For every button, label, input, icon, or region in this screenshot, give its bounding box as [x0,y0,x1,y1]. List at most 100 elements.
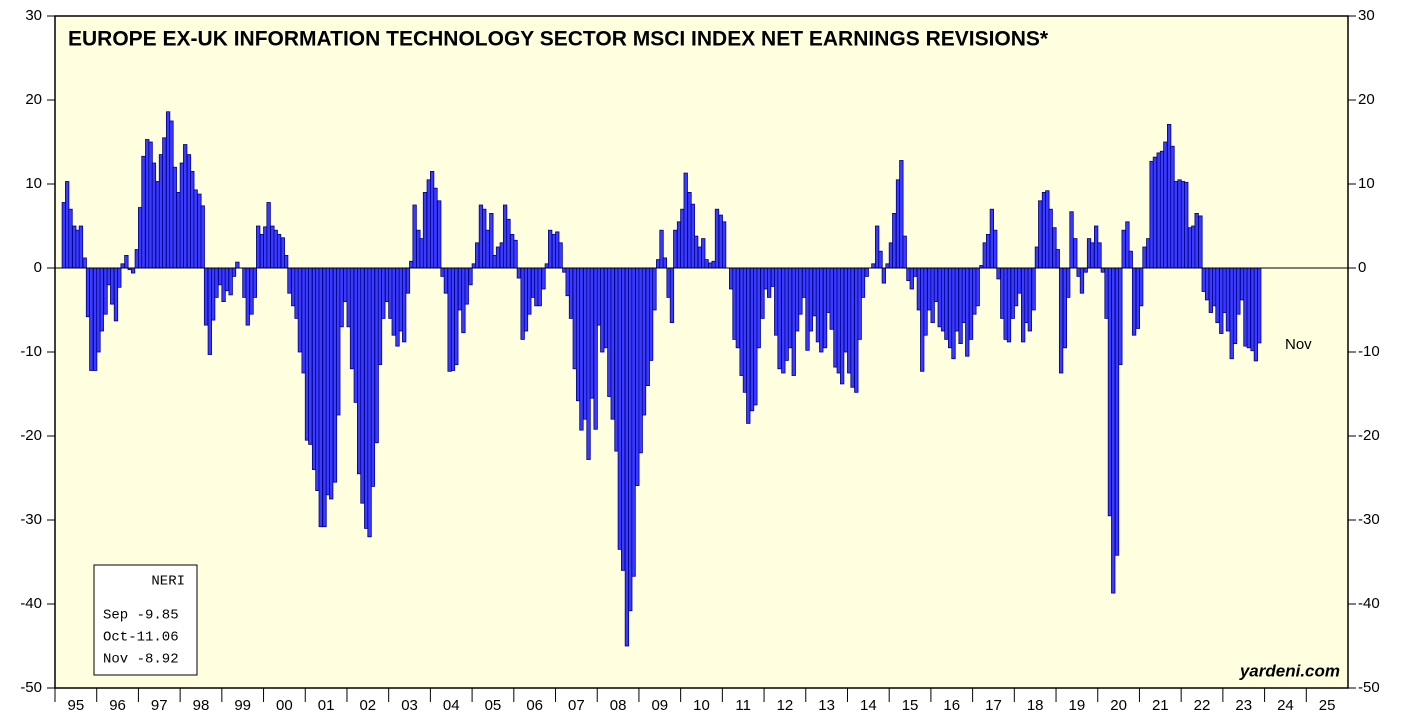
bar [443,267,449,294]
bar [767,267,772,298]
bar [110,267,115,305]
bar [1128,250,1133,269]
x-tick-label: 07 [568,697,585,714]
bar [308,267,313,445]
bar [89,267,94,371]
y-tick-label: 10 [25,175,42,192]
bar [1006,267,1012,343]
y-tick-label: 30 [25,7,42,24]
x-tick-label: 04 [443,697,460,714]
x-tick-label: 16 [943,697,960,714]
bar [756,267,761,349]
x-tick-label: 19 [1069,697,1086,714]
bar [214,267,219,298]
bar [200,205,205,269]
bar [433,187,438,269]
bar [151,162,157,269]
chart-title: EUROPE EX-UK INFORMATION TECHNOLOGY SECT… [68,28,1049,51]
bar [235,261,240,269]
bar [360,267,365,504]
y2-tick-label: -20 [1358,427,1380,444]
bar [297,267,303,353]
bar [878,250,883,269]
bar [1246,267,1251,349]
x-tick-label: 00 [276,697,293,714]
y-tick-label: -40 [20,595,42,612]
bar [610,267,615,420]
bar [1139,267,1144,307]
bar [579,267,584,431]
bar [975,267,980,307]
bar [1121,229,1126,269]
y2-tick-label: 10 [1358,175,1375,192]
bar [99,267,104,332]
x-tick-label: 08 [610,697,627,714]
bar [541,267,546,290]
x-tick-label: 23 [1235,697,1252,714]
bar [339,267,344,328]
bar [1038,200,1043,269]
y-tick-label: -30 [20,511,42,528]
x-tick-label: 24 [1277,697,1294,714]
bar [527,267,532,315]
bar [746,267,751,424]
bar [912,267,918,277]
bar [704,259,709,269]
legend-title: NERI [151,574,185,590]
x-tick-label: 97 [151,697,168,714]
bar [78,225,84,269]
x-tick-label: 22 [1194,697,1211,714]
bar [1058,267,1064,374]
bar [172,166,177,269]
x-tick-label: 15 [902,697,919,714]
y2-tick-label: 20 [1358,91,1375,108]
bar [464,267,469,305]
bar [871,263,876,269]
bar [1142,246,1147,269]
bar [1184,181,1189,269]
x-tick-label: 09 [651,697,668,714]
bar [203,267,209,326]
bar [996,267,1001,280]
bar [721,221,727,269]
x-tick-label: 14 [860,697,877,714]
legend-entry: Oct-11.06 [103,630,179,646]
bar [224,267,230,292]
x-tick-label: 06 [526,697,543,714]
bar [252,267,257,298]
x-tick-label: 12 [777,697,794,714]
bar [506,218,511,269]
bar [714,208,720,269]
x-tick-label: 01 [318,697,335,714]
y-tick-label: 0 [34,259,42,276]
bar [266,202,271,269]
bar [1236,267,1241,315]
bar [985,233,991,269]
x-tick-label: 10 [693,697,710,714]
bar [495,246,501,269]
bar [1031,267,1036,311]
x-tick-label: 17 [985,697,1002,714]
bar [673,229,678,269]
bar [683,172,688,269]
bar [454,267,459,365]
bar [422,191,428,269]
x-tick-label: 05 [485,697,502,714]
bar [513,239,518,269]
bar [839,267,845,385]
bar [183,144,188,269]
bar [652,267,657,311]
bar [349,267,355,370]
bar [318,267,323,528]
bar [1048,208,1053,269]
plot-area [54,15,1349,689]
bar [787,267,793,349]
y2-tick-label: 30 [1358,7,1375,24]
bar [1055,249,1060,269]
x-tick-label: 96 [109,697,126,714]
bar [231,267,237,277]
legend-entry: Nov -8.92 [103,652,179,668]
bar [370,267,376,487]
bar [589,267,595,399]
bar [662,257,668,269]
